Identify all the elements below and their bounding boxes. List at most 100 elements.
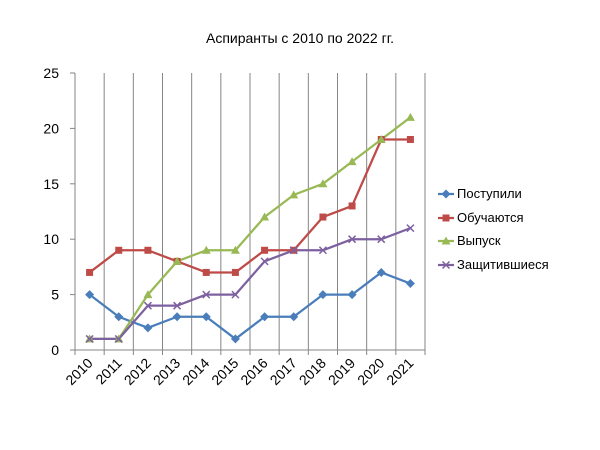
data-point-series-2: [261, 246, 269, 254]
legend-item-2: Обучаются: [438, 210, 598, 234]
legend-label: Защитившиеся: [457, 256, 549, 272]
x-marker-stroke: [202, 290, 211, 299]
x-marker-stroke: [289, 246, 298, 255]
legend-item-3: Выпуск: [438, 233, 598, 257]
data-point-series-3: [289, 190, 299, 199]
data-point-series-4: [173, 301, 182, 310]
data-point-series-1: [230, 334, 240, 344]
data-series: [85, 112, 415, 344]
data-point-series-1: [318, 290, 328, 300]
x-tick-label: 2013: [150, 355, 183, 388]
y-tick-label: 5: [51, 287, 59, 303]
y-tick-label: 0: [51, 342, 59, 358]
data-point-series-3: [230, 245, 240, 254]
x-marker-stroke: [85, 334, 94, 343]
data-point-series-3: [376, 134, 386, 143]
data-point-series-4: [318, 246, 327, 255]
x-tick-label: 2021: [383, 355, 416, 388]
data-point-series-2: [202, 268, 210, 276]
x-marker-stroke: [377, 235, 386, 244]
data-point-series-1: [114, 312, 124, 322]
data-point-series-4: [202, 290, 211, 299]
x-marker-stroke: [114, 334, 123, 343]
x-tick-label: 2019: [325, 355, 358, 388]
series-line-4: [89, 227, 411, 341]
x-marker-stroke: [348, 235, 357, 244]
data-point-series-2: [348, 202, 356, 210]
y-tick-label: 10: [43, 231, 59, 247]
x-tick-label: 2012: [121, 355, 154, 388]
legend-swatch-marker: [442, 214, 450, 221]
y-tick-label: 20: [43, 120, 59, 136]
chart-title: Аспиранты с 2010 по 2022 гг.: [205, 30, 394, 46]
chart-axes: [70, 72, 426, 355]
data-point-series-1: [289, 312, 299, 322]
data-point-series-3: [143, 290, 153, 299]
legend-item-1: Поступили: [438, 186, 598, 210]
x-marker-stroke: [406, 224, 415, 233]
data-point-series-2: [144, 246, 152, 254]
data-point-series-2: [319, 213, 327, 221]
x-tick-label: 2016: [237, 355, 270, 388]
data-point-series-2: [231, 268, 239, 276]
data-point-series-4: [260, 257, 269, 266]
x-tick-label: 2015: [208, 355, 241, 388]
legend-swatch: [438, 214, 454, 221]
data-point-series-3: [201, 245, 211, 254]
x-tick-label: 2010: [62, 355, 95, 388]
x-marker-stroke: [143, 301, 152, 310]
y-tick-label: 25: [43, 65, 59, 81]
legend-swatch: [438, 189, 454, 199]
data-point-series-3: [405, 112, 415, 121]
data-point-series-2: [86, 268, 94, 276]
data-point-series-1: [201, 312, 211, 322]
x-tick-label: 2011: [92, 355, 125, 388]
data-point-series-1: [347, 290, 357, 300]
y-tick-label: 15: [43, 176, 59, 192]
data-point-series-3: [318, 179, 328, 188]
legend-swatch: [438, 236, 454, 245]
legend-label: Обучаются: [457, 209, 524, 225]
legend-swatch-marker: [441, 236, 451, 245]
x-tick-label: 2017: [267, 355, 300, 388]
grid-lines: [103, 73, 426, 350]
data-point-series-1: [405, 279, 415, 289]
data-point-series-4: [348, 235, 357, 244]
legend-label: Поступили: [457, 186, 522, 201]
series-line-3: [89, 116, 412, 341]
x-tick-labels: 2010201120122013201420152016201720182019…: [62, 355, 416, 388]
data-point-series-4: [377, 235, 386, 244]
data-point-series-3: [172, 256, 182, 265]
data-point-series-4: [143, 301, 152, 310]
legend-item-4: Защитившиеся: [438, 257, 598, 281]
data-point-series-1: [143, 323, 153, 333]
x-tick-label: 2018: [296, 355, 329, 388]
data-point-series-1: [260, 312, 270, 322]
series-line-1: [88, 271, 411, 341]
x-tick-label: 2014: [179, 355, 212, 388]
data-point-series-1: [376, 267, 386, 277]
legend-swatch: [438, 260, 454, 269]
x-marker-stroke: [260, 257, 269, 266]
y-tick-labels: 0 5 10 15 20 25: [43, 65, 59, 358]
data-point-series-4: [406, 224, 415, 233]
data-point-series-2: [406, 135, 414, 143]
data-point-series-4: [85, 334, 94, 343]
data-point-series-4: [231, 290, 240, 299]
data-point-series-1: [172, 312, 182, 322]
x-marker-stroke: [231, 290, 240, 299]
x-tick-label: 2020: [354, 355, 387, 388]
data-point-series-3: [260, 212, 270, 221]
chart-legend: Поступили Обучаются Выпуск Защитившиеся: [438, 186, 598, 280]
data-point-series-3: [347, 157, 357, 166]
legend-swatch-marker: [441, 260, 451, 269]
legend-label: Выпуск: [457, 233, 501, 248]
data-point-series-4: [114, 334, 123, 343]
data-point-series-4: [289, 246, 298, 255]
x-marker-stroke: [173, 301, 182, 310]
legend-swatch-marker: [441, 189, 451, 199]
x-marker-stroke: [318, 246, 327, 255]
x-marker-stroke: [441, 260, 451, 269]
data-point-series-1: [85, 290, 95, 300]
